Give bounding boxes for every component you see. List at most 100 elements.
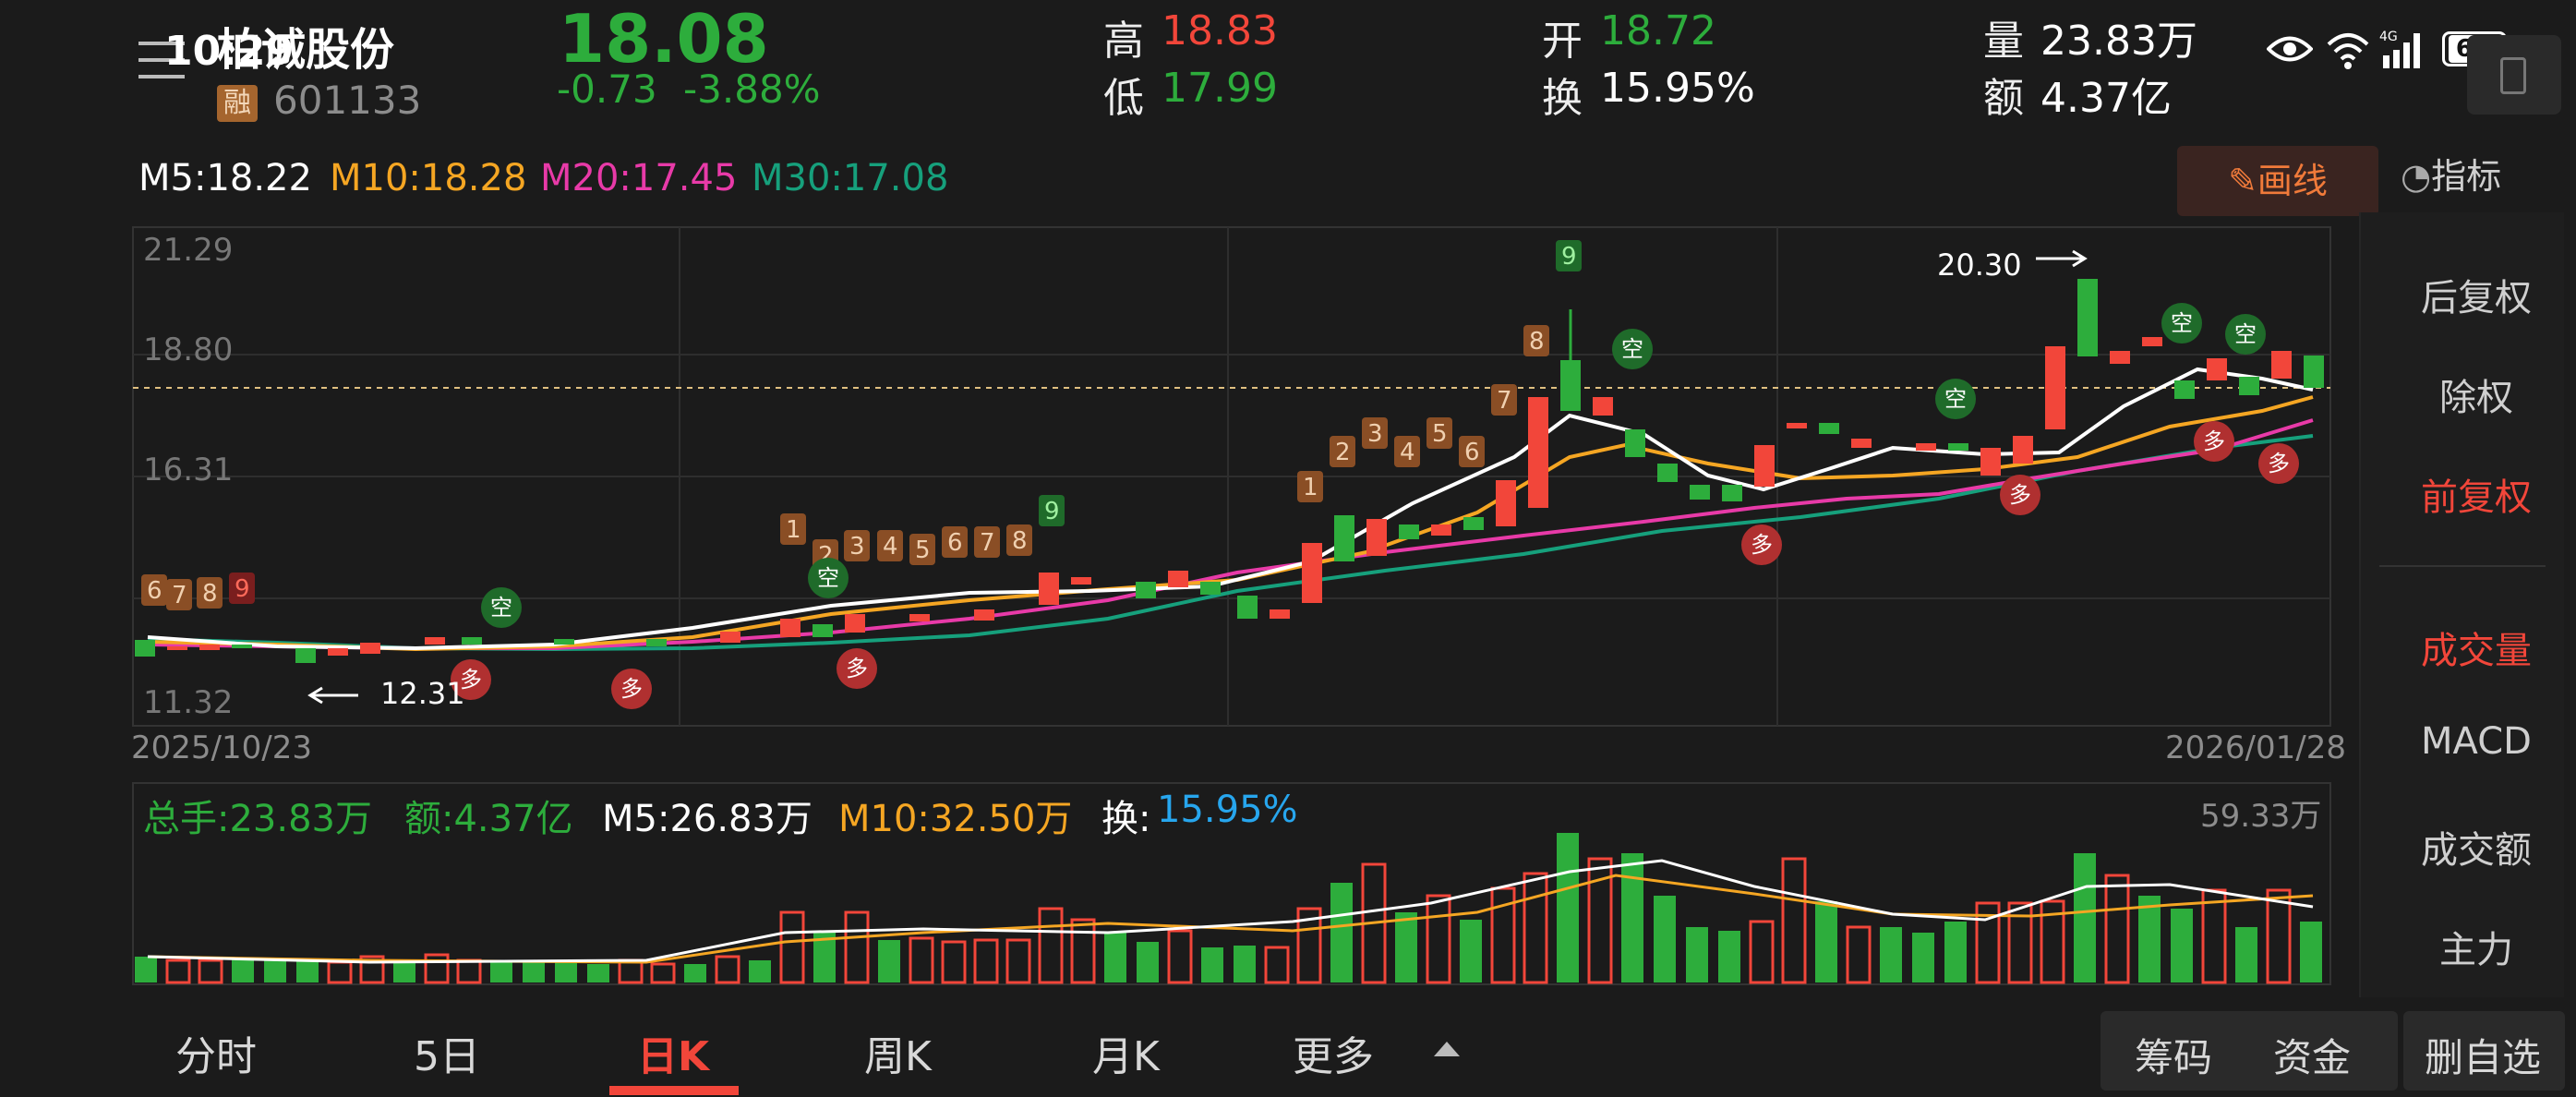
side-item-ex-rights[interactable]: 除权 xyxy=(2439,377,2513,419)
volume-value: 23.83万 xyxy=(2040,18,2197,65)
side-item-macd[interactable]: MACD xyxy=(2421,720,2532,763)
svg-text:8: 8 xyxy=(1012,527,1028,555)
stock-name: 柏诚股份 xyxy=(217,24,395,76)
draw-line-button[interactable]: ✎画线 xyxy=(2177,146,2378,216)
volume-ma10-line xyxy=(147,874,2314,964)
ma5-legend: M5:18.22 xyxy=(138,157,312,199)
volume-turnover-value: 15.95% xyxy=(1157,789,1298,831)
tab-intraday[interactable]: 分时 xyxy=(175,1033,257,1080)
amount-value: 4.37亿 xyxy=(2040,75,2172,122)
capital-button[interactable]: 资金 xyxy=(2273,1035,2352,1080)
volume-ma5: M5:26.83万 xyxy=(602,798,813,840)
ma30-legend: M30:17.08 xyxy=(752,157,949,199)
stock-price: 18.08 xyxy=(559,0,769,78)
svg-text:6: 6 xyxy=(1464,439,1480,466)
svg-text:8: 8 xyxy=(1529,328,1545,356)
count-badges: 6 7 8 9 1 2 3 4 5 6 7 8 9 1 2 3 4 5 6 7 … xyxy=(141,240,1582,610)
volume-ma5-line xyxy=(147,859,2314,964)
signal-markers: 空 空 空 空 空 空 多 多 多 多 多 多 多 xyxy=(451,303,2299,709)
volume-ma10: M10:32.50万 xyxy=(838,798,1073,840)
right-arrow-icon xyxy=(2036,249,2088,268)
active-tab-indicator xyxy=(609,1086,739,1095)
side-divider xyxy=(2379,565,2546,567)
svg-text:多: 多 xyxy=(1751,532,1773,558)
turnover-label: 换 xyxy=(1542,75,1583,122)
margin-tag: 融 xyxy=(217,85,258,122)
menu-icon[interactable] xyxy=(138,42,190,78)
tab-weekly-k[interactable]: 周K xyxy=(864,1033,932,1080)
side-item-forward-adjust[interactable]: 前复权 xyxy=(2421,476,2532,519)
svg-text:空: 空 xyxy=(490,595,512,621)
price-change-pct: -3.88% xyxy=(683,66,821,112)
tab-monthly-k[interactable]: 月K xyxy=(1092,1033,1160,1080)
svg-text:6: 6 xyxy=(947,529,963,557)
status-time: 10:29 xyxy=(164,28,295,75)
svg-text:4: 4 xyxy=(883,533,898,561)
svg-text:9: 9 xyxy=(1044,498,1060,525)
svg-text:多: 多 xyxy=(846,656,868,681)
min-price-label: 12.31 xyxy=(380,676,465,711)
left-arrow-icon xyxy=(307,686,358,705)
amount-label: 额 xyxy=(1983,75,2024,122)
fullscreen-button[interactable] xyxy=(2467,35,2561,115)
svg-text:5: 5 xyxy=(915,536,931,564)
svg-text:多: 多 xyxy=(2009,482,2031,508)
date-end: 2026/01/28 xyxy=(2165,729,2346,766)
volume-chart[interactable] xyxy=(0,776,2345,997)
volume-amount: 额:4.37亿 xyxy=(404,798,573,840)
svg-text:3: 3 xyxy=(1367,420,1383,448)
high-label: 高 xyxy=(1103,18,1144,65)
open-label: 开 xyxy=(1542,18,1583,65)
y-tick-label: 16.31 xyxy=(143,452,233,488)
tab-more[interactable]: 更多 xyxy=(1293,1033,1374,1080)
open-value: 18.72 xyxy=(1600,7,1716,54)
svg-text:1: 1 xyxy=(786,516,801,544)
chips-resource-group xyxy=(2101,1011,2398,1091)
svg-text:7: 7 xyxy=(172,582,187,609)
svg-text:3: 3 xyxy=(849,533,865,561)
wifi-icon xyxy=(2327,33,2369,69)
side-item-back-adjust[interactable]: 后复权 xyxy=(2421,277,2532,319)
indicator-button[interactable]: ◔指标 xyxy=(2401,156,2502,197)
stock-code: 601133 xyxy=(273,78,422,123)
svg-text:多: 多 xyxy=(460,667,482,693)
side-item-volume[interactable]: 成交量 xyxy=(2421,630,2532,672)
svg-text:多: 多 xyxy=(620,676,643,702)
svg-text:1: 1 xyxy=(1303,474,1318,501)
chips-button[interactable]: 筹码 xyxy=(2135,1035,2213,1080)
svg-text:空: 空 xyxy=(2171,310,2193,336)
ma5-line xyxy=(147,367,2314,651)
svg-text:空: 空 xyxy=(817,565,839,591)
side-item-turnover-amount[interactable]: 成交额 xyxy=(2421,829,2532,872)
svg-text:9: 9 xyxy=(235,575,250,603)
volume-max: 59.33万 xyxy=(2200,798,2322,835)
y-tick-label: 18.80 xyxy=(143,332,233,368)
svg-text:9: 9 xyxy=(1561,243,1577,271)
pencil-icon: ✎ xyxy=(2228,161,2257,201)
candlesticks xyxy=(135,279,2324,663)
volume-total: 总手:23.83万 xyxy=(143,798,372,840)
gauge-icon: ◔ xyxy=(2401,156,2432,197)
remove-watchlist-button[interactable] xyxy=(2403,1011,2565,1091)
rotate-icon xyxy=(2500,57,2526,94)
price-chart[interactable]: 21.29 18.80 16.31 11.32 xyxy=(0,222,2345,776)
svg-text:空: 空 xyxy=(2234,321,2257,347)
eye-icon xyxy=(2267,36,2313,62)
low-value: 17.99 xyxy=(1162,65,1278,112)
tab-daily-k[interactable]: 日K xyxy=(637,1033,710,1080)
caret-up-icon[interactable] xyxy=(1434,1042,1460,1056)
ma10-legend: M10:18.28 xyxy=(330,157,527,199)
turnover-value: 15.95% xyxy=(1600,65,1755,112)
svg-text:多: 多 xyxy=(2203,428,2225,454)
side-menu: 后复权 除权 前复权 成交量 MACD 成交额 主力 xyxy=(2359,212,2564,997)
tab-5day[interactable]: 5日 xyxy=(414,1033,480,1080)
svg-text:4G: 4G xyxy=(2379,30,2398,44)
y-tick-label: 11.32 xyxy=(143,684,233,721)
side-item-main-force[interactable]: 主力 xyxy=(2439,929,2513,971)
high-value: 18.83 xyxy=(1162,7,1278,54)
svg-text:8: 8 xyxy=(202,580,218,608)
y-tick-label: 21.29 xyxy=(143,232,233,269)
svg-text:2: 2 xyxy=(1335,439,1351,466)
volume-bars xyxy=(135,833,2322,984)
svg-text:6: 6 xyxy=(147,577,163,605)
